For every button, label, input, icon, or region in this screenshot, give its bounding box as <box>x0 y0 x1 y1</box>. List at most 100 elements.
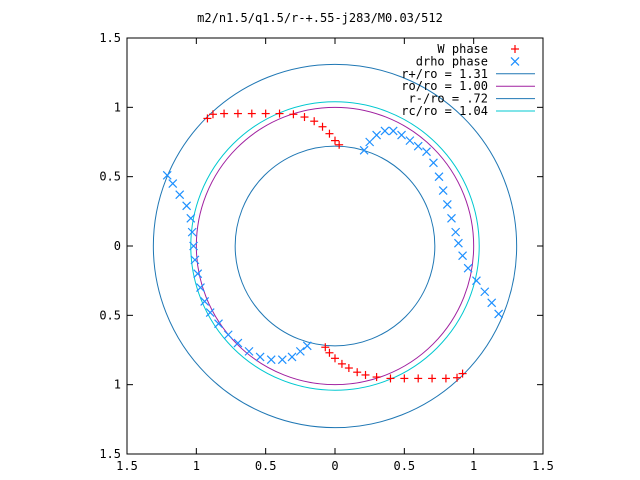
data-point <box>321 343 330 352</box>
data-point <box>182 201 192 211</box>
data-point <box>438 186 448 195</box>
y-axis: 1.5 1 0.5 0 0.5 1 1.5 <box>99 31 543 461</box>
data-point <box>205 308 215 317</box>
legend-label: r+/ro = 1.31 <box>401 67 488 81</box>
data-point <box>200 297 210 306</box>
legend-marker <box>510 56 520 66</box>
circle-series <box>152 63 518 429</box>
data-point <box>277 355 287 365</box>
data-point <box>442 199 452 209</box>
legend-entry: rc/ro = 1.04 <box>401 104 535 118</box>
legend-entry: r-/ro = .72 <box>409 92 535 106</box>
data-point <box>353 368 362 377</box>
data-point <box>487 298 497 308</box>
legend-label: drho phase <box>416 54 488 68</box>
data-point <box>186 213 196 223</box>
data-point <box>162 170 172 180</box>
legend-label: rc/ro = 1.04 <box>401 104 488 118</box>
data-point <box>365 137 375 147</box>
y-tick-label: 0.5 <box>99 170 121 184</box>
legend-entry: drho phase <box>416 54 520 68</box>
data-point <box>472 276 481 286</box>
data-point <box>494 309 504 319</box>
x-tick-label: 1.5 <box>116 459 138 473</box>
data-point <box>223 330 233 340</box>
data-point <box>233 109 242 118</box>
legend-label: ro/ro = 1.00 <box>401 79 488 93</box>
y-tick-label: 1.5 <box>99 31 121 45</box>
point-series <box>203 109 467 383</box>
data-point <box>266 355 276 365</box>
reference-circles <box>152 63 518 429</box>
data-point <box>463 263 473 273</box>
data-point <box>386 374 395 383</box>
data-point <box>325 129 334 138</box>
data-point <box>196 283 205 293</box>
data-point <box>458 369 467 378</box>
data-point <box>203 114 212 123</box>
y-tick-label: 1 <box>114 100 121 114</box>
data-point <box>244 346 254 356</box>
data-point <box>344 364 353 373</box>
data-point <box>208 110 217 119</box>
data-points <box>162 109 504 383</box>
legend-label: r-/ro = .72 <box>409 92 488 106</box>
chart-title: m2/n1.5/q1.5/r-+.55-j283/M0.03/512 <box>197 11 443 25</box>
data-point <box>233 338 243 348</box>
data-point <box>318 122 327 131</box>
legend-entry: r+/ro = 1.31 <box>401 67 535 81</box>
data-point <box>359 145 369 155</box>
x-tick-label: 1 <box>193 459 200 473</box>
data-point <box>331 136 339 145</box>
data-point <box>453 238 463 248</box>
data-point <box>187 227 197 237</box>
data-point <box>453 373 462 382</box>
x-tick-label: 1 <box>470 459 477 473</box>
data-point <box>335 140 344 149</box>
data-point <box>168 179 178 189</box>
data-point <box>275 109 284 118</box>
x-tick-label: 0 <box>331 459 338 473</box>
y-tick-label: 1.5 <box>99 447 121 461</box>
data-point <box>295 346 305 356</box>
y-tick-label: 0 <box>114 239 121 253</box>
data-point <box>428 374 437 383</box>
data-point <box>214 319 223 329</box>
data-point <box>434 172 444 182</box>
data-point <box>310 117 319 126</box>
circle-series <box>195 106 475 386</box>
legend-entry: ro/ro = 1.00 <box>401 79 535 93</box>
circle-series <box>234 145 436 347</box>
data-point <box>220 109 229 118</box>
data-point <box>255 352 265 362</box>
data-point <box>405 136 415 146</box>
x-axis: 1.5 1 0.5 0 0.5 1 1.5 <box>116 38 554 473</box>
data-point <box>413 141 423 151</box>
legend-label: W phase <box>437 42 488 56</box>
data-point <box>261 109 270 118</box>
data-point <box>441 374 450 383</box>
data-point <box>422 147 431 157</box>
data-point <box>189 241 198 251</box>
data-point <box>190 255 200 265</box>
data-point <box>193 269 203 279</box>
data-point <box>372 130 382 140</box>
data-point <box>458 251 467 261</box>
data-point <box>300 113 309 122</box>
point-series <box>162 126 504 365</box>
data-point <box>287 352 297 362</box>
data-point <box>380 126 390 136</box>
data-point <box>372 373 381 382</box>
data-point <box>400 374 409 383</box>
data-point <box>247 109 256 118</box>
y-tick-label: 1 <box>114 378 121 392</box>
data-point <box>325 348 334 357</box>
data-point <box>388 126 398 136</box>
data-point <box>361 370 370 379</box>
data-point <box>175 190 185 200</box>
x-tick-label: 0.5 <box>393 459 415 473</box>
data-point <box>414 374 423 383</box>
data-point <box>397 130 406 140</box>
